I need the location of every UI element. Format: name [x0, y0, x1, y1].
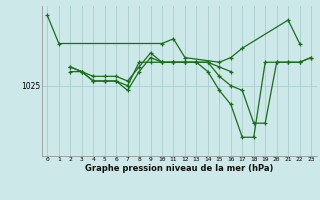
X-axis label: Graphe pression niveau de la mer (hPa): Graphe pression niveau de la mer (hPa) [85, 164, 273, 173]
